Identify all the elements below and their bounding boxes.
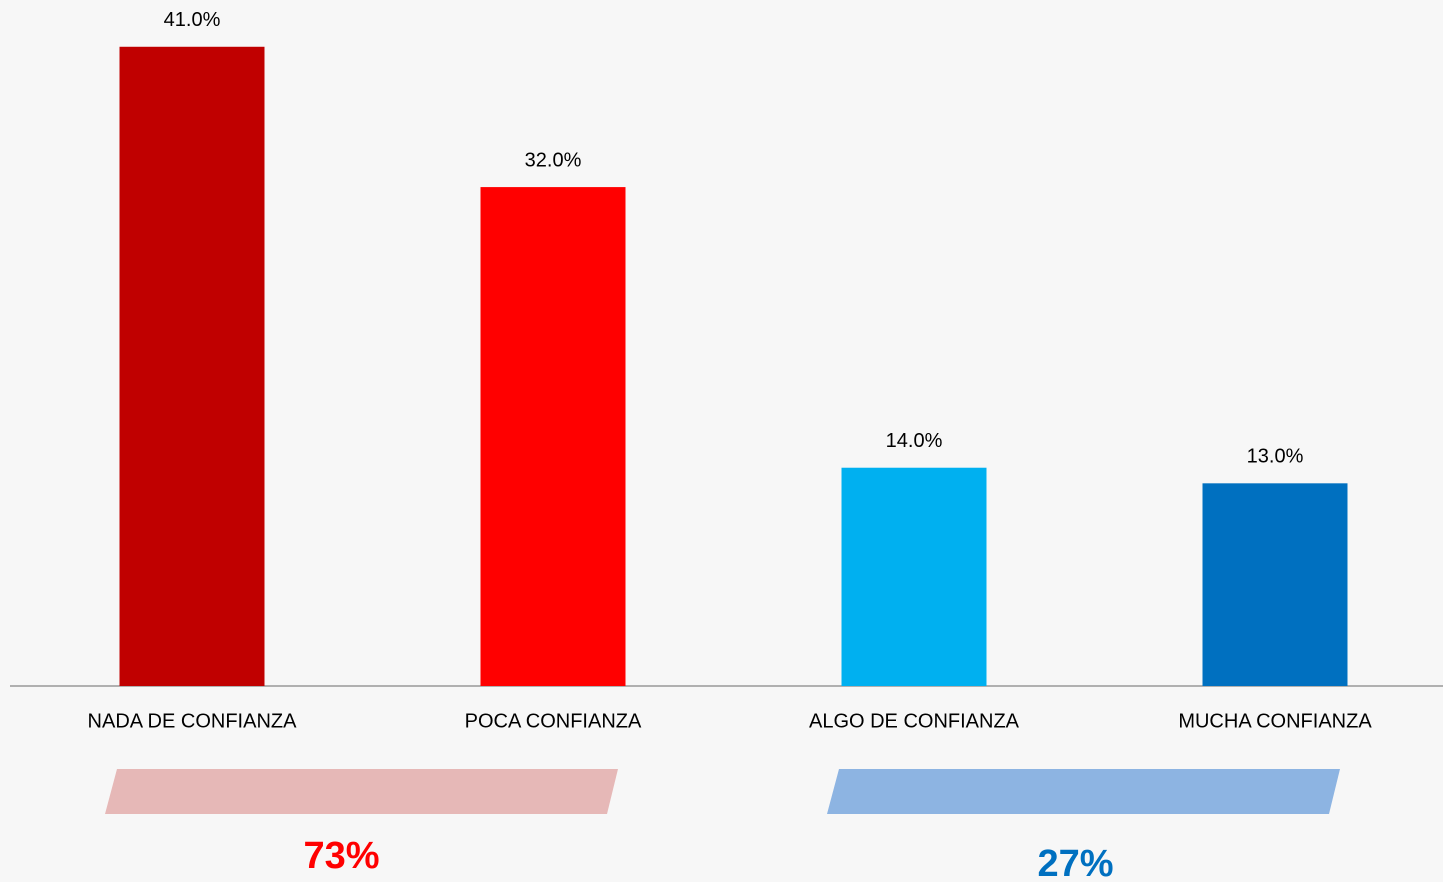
- bar: [480, 187, 626, 686]
- x-tick-label: NADA DE CONFIANZA: [88, 710, 298, 732]
- value-label: 41.0%: [164, 9, 221, 31]
- bar: [1202, 483, 1348, 686]
- x-tick-label: MUCHA CONFIANZA: [1178, 710, 1372, 732]
- group-label: 27%: [1037, 843, 1113, 882]
- bar: [119, 46, 265, 687]
- value-label: 14.0%: [886, 430, 943, 452]
- group-band: [105, 769, 618, 814]
- bar: [841, 467, 987, 686]
- x-tick-label: ALGO DE CONFIANZA: [809, 710, 1020, 732]
- group-band: [827, 769, 1340, 814]
- value-label: 32.0%: [525, 149, 582, 171]
- x-tick-label: POCA CONFIANZA: [465, 710, 642, 732]
- group-label: 73%: [303, 835, 379, 877]
- value-label: 13.0%: [1247, 446, 1304, 468]
